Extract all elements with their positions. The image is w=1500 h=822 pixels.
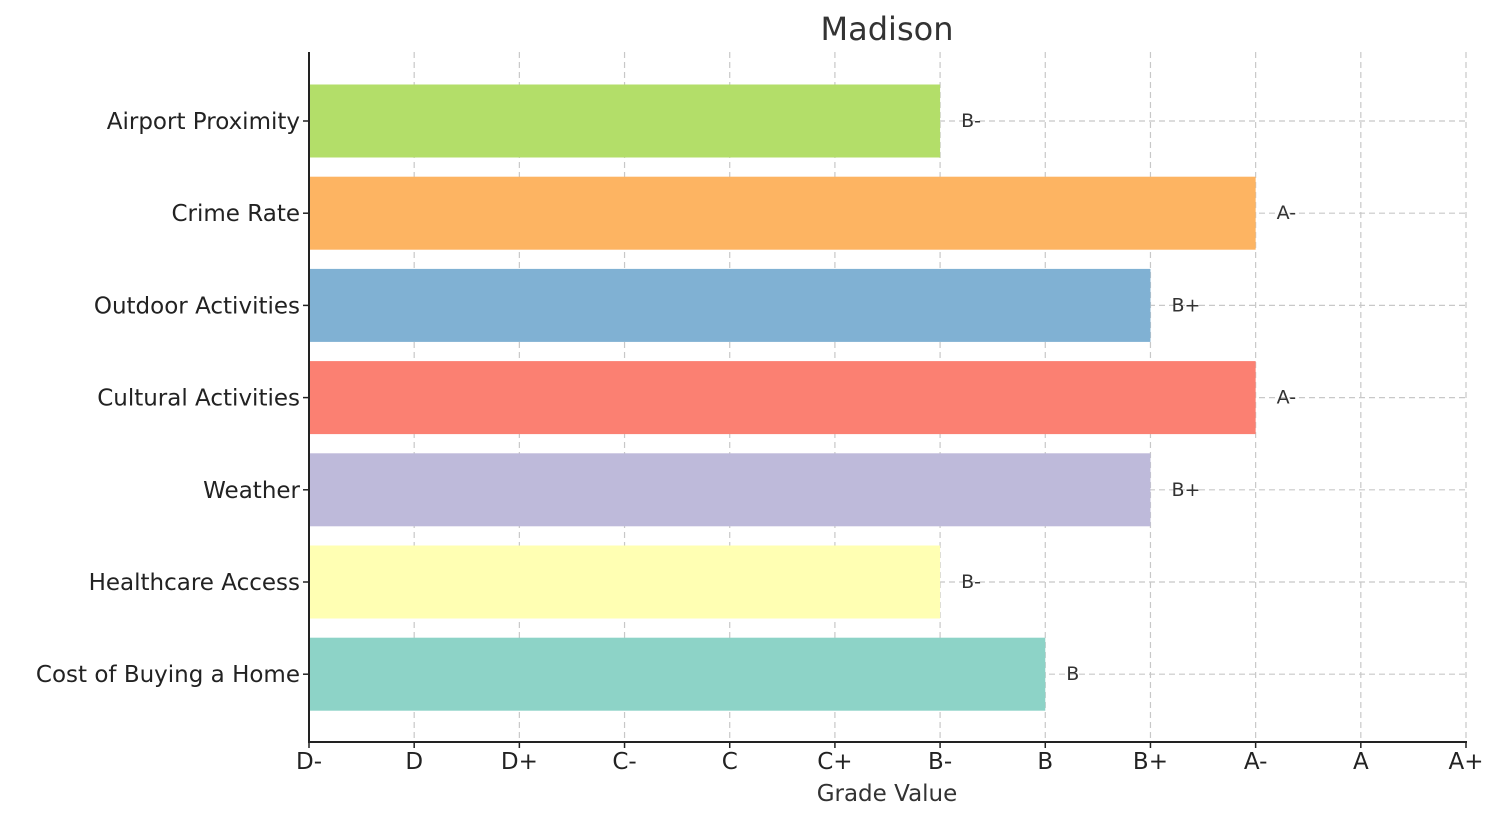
category-label: Outdoor Activities bbox=[94, 293, 300, 319]
x-tick-label: A- bbox=[1244, 749, 1268, 775]
bar bbox=[309, 361, 1256, 435]
data-label: A- bbox=[1277, 202, 1296, 224]
x-tick-label: A bbox=[1353, 749, 1369, 775]
bar bbox=[309, 453, 1151, 527]
x-tick-label: D bbox=[405, 749, 423, 775]
bar bbox=[309, 545, 941, 619]
category-label: Airport Proximity bbox=[107, 109, 300, 135]
bar bbox=[309, 268, 1151, 342]
x-tick-label: D- bbox=[296, 749, 322, 775]
x-tick-label: C+ bbox=[817, 749, 852, 775]
data-label: B bbox=[1066, 663, 1079, 685]
data-label: A- bbox=[1277, 387, 1296, 409]
category-label: Cost of Buying a Home bbox=[36, 662, 300, 688]
x-tick-label: B+ bbox=[1133, 749, 1168, 775]
x-tick-label: A+ bbox=[1448, 749, 1483, 775]
data-labels: B- A- B+ A- B+ B- B bbox=[961, 110, 1296, 685]
bar bbox=[309, 84, 941, 158]
category-label: Healthcare Access bbox=[89, 570, 300, 596]
bar bbox=[309, 637, 1046, 711]
x-tick-label: D+ bbox=[501, 749, 538, 775]
category-label: Cultural Activities bbox=[97, 386, 300, 412]
category-label: Weather bbox=[203, 478, 300, 504]
x-tick-label: B bbox=[1037, 749, 1053, 775]
data-label: B+ bbox=[1171, 294, 1200, 316]
x-axis-label: Grade Value bbox=[817, 781, 958, 807]
chart-title: Madison bbox=[821, 10, 954, 48]
x-tick-labels: D- D D+ C- C C+ B- B B+ A- A A+ bbox=[296, 742, 1484, 775]
x-tick-label: B- bbox=[928, 749, 952, 775]
data-label: B- bbox=[961, 571, 981, 593]
y-tick-labels: Airport Proximity Crime Rate Outdoor Activ… bbox=[36, 109, 309, 688]
bar bbox=[309, 176, 1256, 250]
x-tick-label: C bbox=[722, 749, 738, 775]
data-label: B+ bbox=[1171, 479, 1200, 501]
category-label: Crime Rate bbox=[171, 201, 300, 227]
bars bbox=[309, 84, 1256, 711]
x-tick-label: C- bbox=[612, 749, 636, 775]
data-label: B- bbox=[961, 110, 981, 132]
